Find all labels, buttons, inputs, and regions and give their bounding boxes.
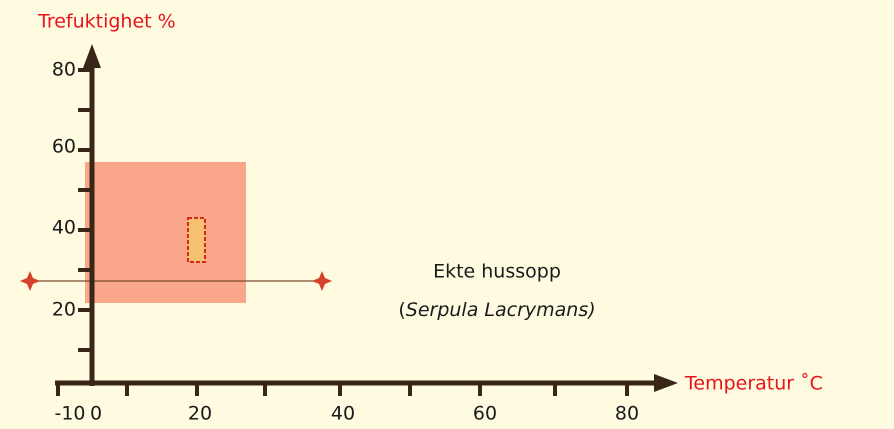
y-axis bbox=[78, 44, 101, 386]
y-axis-label: Trefuktighet % bbox=[37, 11, 176, 33]
x-axis bbox=[55, 374, 678, 396]
paren: ( bbox=[398, 299, 405, 321]
x-tick-label: -10 bbox=[54, 403, 85, 425]
species-name: Ekte hussopp bbox=[433, 261, 561, 283]
latin-name: Serpula Lacrymans) bbox=[406, 299, 596, 321]
x-tick-label: 80 bbox=[615, 403, 639, 425]
x-tick-label: 60 bbox=[473, 403, 497, 425]
y-tick-label: 60 bbox=[52, 136, 76, 158]
x-axis-label: Temperatur ˚C bbox=[684, 373, 823, 395]
y-tick-label: 80 bbox=[52, 59, 76, 81]
star-marker bbox=[312, 271, 332, 291]
growth-range bbox=[85, 162, 246, 303]
star-marker bbox=[20, 271, 40, 291]
y-tick-label: 20 bbox=[52, 299, 76, 321]
x-tick-label: 20 bbox=[188, 403, 212, 425]
x-tick-label: 0 bbox=[90, 403, 102, 425]
x-tick-label: 40 bbox=[331, 403, 355, 425]
species-latin: (Serpula Lacrymans) bbox=[398, 299, 595, 321]
optimum-range bbox=[187, 217, 206, 263]
y-tick-label: 40 bbox=[52, 217, 76, 239]
